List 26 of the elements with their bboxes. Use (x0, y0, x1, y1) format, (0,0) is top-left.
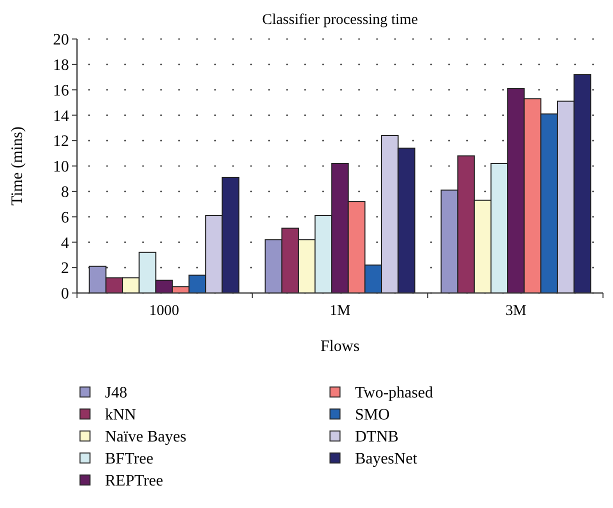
legend-label: REPTree (105, 472, 164, 490)
y-tick-label: 6 (61, 209, 69, 226)
y-tick-label: 18 (53, 57, 69, 74)
legend-label: BFTree (105, 450, 154, 468)
legend-label: J48 (105, 384, 128, 402)
y-tick-label: 0 (61, 286, 69, 303)
y-tick-label: 12 (53, 133, 69, 150)
y-tick-label: 14 (53, 108, 69, 125)
y-tick-label: 10 (53, 158, 69, 176)
y-axis-title: Time (mins) (9, 126, 26, 206)
y-tick-label: 4 (61, 234, 69, 252)
legend-label: Two-phased (355, 384, 433, 402)
x-tick-label: 1000 (149, 303, 180, 319)
chart-title: Classifier processing time (262, 12, 418, 28)
y-tick-label: 8 (61, 184, 69, 201)
legend-label: Naïve Bayes (105, 428, 186, 446)
legend-label: SMO (355, 406, 390, 424)
x-tick-label: 1M (330, 303, 350, 319)
y-tick-label: 16 (53, 82, 69, 100)
legend-label: DTNB (355, 428, 399, 446)
legend-label: kNN (105, 406, 137, 424)
legend-label: BayesNet (355, 450, 418, 468)
y-tick-label: 2 (61, 260, 69, 278)
x-tick-label: 3M (506, 303, 526, 319)
y-tick-label: 20 (53, 32, 69, 49)
x-axis-title: Flows (320, 338, 360, 355)
